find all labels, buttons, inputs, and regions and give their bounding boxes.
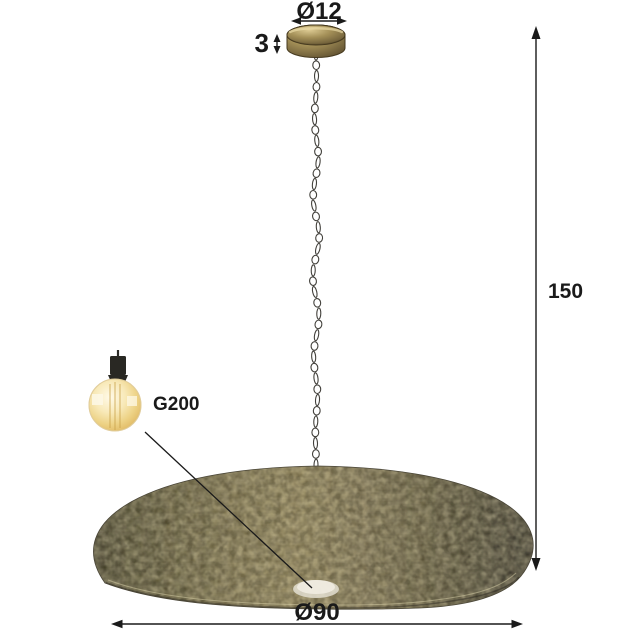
svg-text:G200: G200	[153, 394, 199, 415]
svg-text:3: 3	[255, 28, 269, 58]
svg-text:Ø12: Ø12	[296, 0, 341, 25]
svg-text:150: 150	[548, 280, 583, 303]
svg-text:Ø90: Ø90	[294, 599, 339, 626]
